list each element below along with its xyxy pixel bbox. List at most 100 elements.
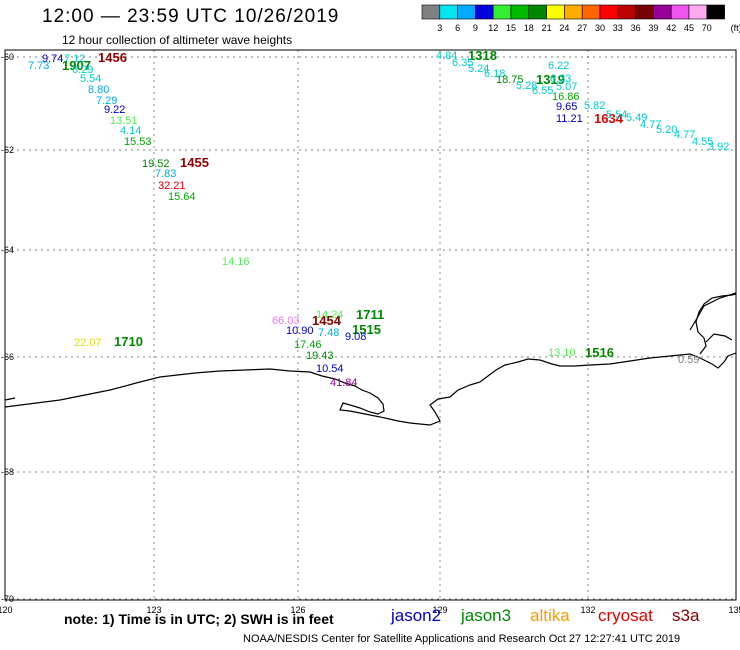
colorbar-label: 27	[577, 23, 587, 33]
longitude-tick-label: 129	[432, 605, 447, 615]
pass-time-label: 1454	[312, 313, 342, 328]
latitude-tick-label: -62	[1, 145, 14, 155]
colorbar-label: 24	[559, 23, 569, 33]
colorbar-label: 12	[488, 23, 498, 33]
wave-height-value: 4.14	[120, 125, 141, 137]
legend-jason2: jason2	[391, 606, 442, 625]
wave-height-value: 10.90	[286, 325, 314, 337]
wave-height-value: 5.24	[468, 63, 489, 75]
wave-height-value: 5.82	[584, 100, 605, 112]
colorbar-label: 39	[648, 23, 658, 33]
coastline-north	[689, 292, 737, 331]
wave-height-value: 18.75	[496, 74, 524, 86]
map-frame	[4, 49, 737, 601]
wave-height-value: 41.84	[330, 377, 358, 389]
latitude-tick-label: -68	[1, 467, 14, 477]
wave-height-value: 9.65	[556, 101, 577, 113]
pass-time-label: 1711	[356, 307, 384, 322]
colorbar-label: 45	[684, 23, 694, 33]
wave-height-value: 5.07	[556, 81, 577, 93]
colorbar-label: 33	[613, 23, 623, 33]
pass-time-label: 1318	[468, 48, 497, 63]
longitude-tick-label: 132	[580, 605, 595, 615]
pass-time-label: 1710	[114, 334, 143, 349]
longitude-tick-label: 135	[728, 605, 740, 615]
wave-height-value: 15.53	[124, 136, 152, 148]
wave-height-value: 9.22	[104, 104, 125, 116]
colorbar-unit: (ft)	[731, 23, 740, 33]
colorbar-label: 6	[455, 23, 460, 33]
longitude-tick-label: 123	[146, 605, 161, 615]
latitude-tick-label: -70	[1, 594, 14, 604]
pass-time-label: 1907	[62, 58, 91, 73]
pass-time-label: 1319	[536, 72, 565, 87]
legend-s3a: s3a	[672, 606, 700, 625]
legend-cryosat: cryosat	[598, 606, 653, 625]
figure-title: 12:00 — 23:59 UTC 10/26/2019	[42, 6, 340, 27]
colorbar-label: 30	[595, 23, 605, 33]
wave-height-value: 5.54	[80, 73, 101, 85]
wave-height-value: 19.43	[306, 350, 334, 362]
footer-credit: NOAA/NESDIS Center for Satellite Applica…	[243, 633, 681, 645]
wave-height-value: 9.08	[345, 331, 366, 343]
legend-jason3: jason3	[461, 606, 512, 625]
pass-time-label: 1456	[98, 50, 127, 65]
antarctic-coastline	[4, 292, 737, 426]
wave-height-value: 7.73	[28, 60, 49, 72]
coastline-islands	[4, 293, 737, 401]
wave-height-value: 0.59	[678, 354, 699, 366]
colorbar-label: 18	[524, 23, 534, 33]
latitude-tick-label: -60	[1, 52, 14, 62]
wave-height-value: 14.16	[222, 256, 250, 268]
wave-height-value: 5.54	[606, 109, 627, 121]
pass-time-label: 1455	[180, 155, 209, 170]
wave-height-value: 7.12	[64, 53, 85, 65]
wave-height-value: 32.21	[158, 180, 186, 192]
wave-height-value: 13.10	[548, 347, 576, 359]
colorbar-label: 15	[506, 23, 516, 33]
wave-height-value: 7.48	[318, 327, 339, 339]
colorbar-swatch	[706, 4, 725, 20]
colorbar-label: 42	[666, 23, 676, 33]
wave-height-value: 6.18	[484, 68, 505, 80]
wave-height-value: 14.24	[316, 309, 344, 321]
colorbar-label: 21	[542, 23, 552, 33]
latitude-tick-label: -64	[1, 245, 14, 255]
wave-height-value: 6.35	[452, 57, 473, 69]
colorbar-label: 9	[473, 23, 478, 33]
wave-height-value: 5.49	[626, 112, 647, 124]
latitude-tick-label: -66	[1, 352, 14, 362]
wave-height-value: 4.55	[692, 136, 713, 148]
wave-height-value: 15.64	[168, 191, 196, 203]
wave-height-value: 9.74	[42, 53, 63, 65]
wave-height-value: 8.80	[88, 84, 109, 96]
wave-height-value: 19.52	[142, 158, 170, 170]
pass-time-label: 1515	[352, 322, 381, 337]
wave-height-labels: 9.74 7.127.73 19076.2914565.548.807.299.22…	[28, 48, 729, 389]
wave-height-value: 5.28	[516, 80, 537, 92]
longitude-tick-label: 126	[290, 605, 305, 615]
figure-subtitle: 12 hour collection of altimeter wave hei…	[62, 33, 293, 47]
wave-height-value: 17.46	[294, 339, 322, 351]
wave-height-value: 6.29	[72, 64, 93, 76]
wave-height-value: 10.54	[316, 363, 344, 375]
footer-note: note: 1) Time is in UTC; 2) SWH is in fe…	[64, 611, 334, 627]
coastline-main	[4, 352, 737, 426]
wave-height-value: 3.92	[708, 141, 729, 153]
wave-height-value: 22.07	[74, 337, 102, 349]
wave-height-value: 5.20	[656, 124, 677, 136]
wave-height-value: 4.84	[436, 50, 457, 62]
longitude-tick-label: 120	[0, 605, 13, 615]
wave-height-value: 6.33	[550, 73, 571, 85]
wave-height-value: 6.22	[548, 60, 569, 72]
pass-time-label: 1634	[594, 111, 624, 126]
pass-time-label: 1516	[585, 345, 614, 360]
legend-altika: altika	[530, 606, 570, 625]
wave-height-value: 7.29	[96, 95, 117, 107]
wave-height-value: 66.03	[272, 315, 300, 327]
colorbar-label: 36	[631, 23, 641, 33]
colorbar-label: 3	[437, 23, 442, 33]
